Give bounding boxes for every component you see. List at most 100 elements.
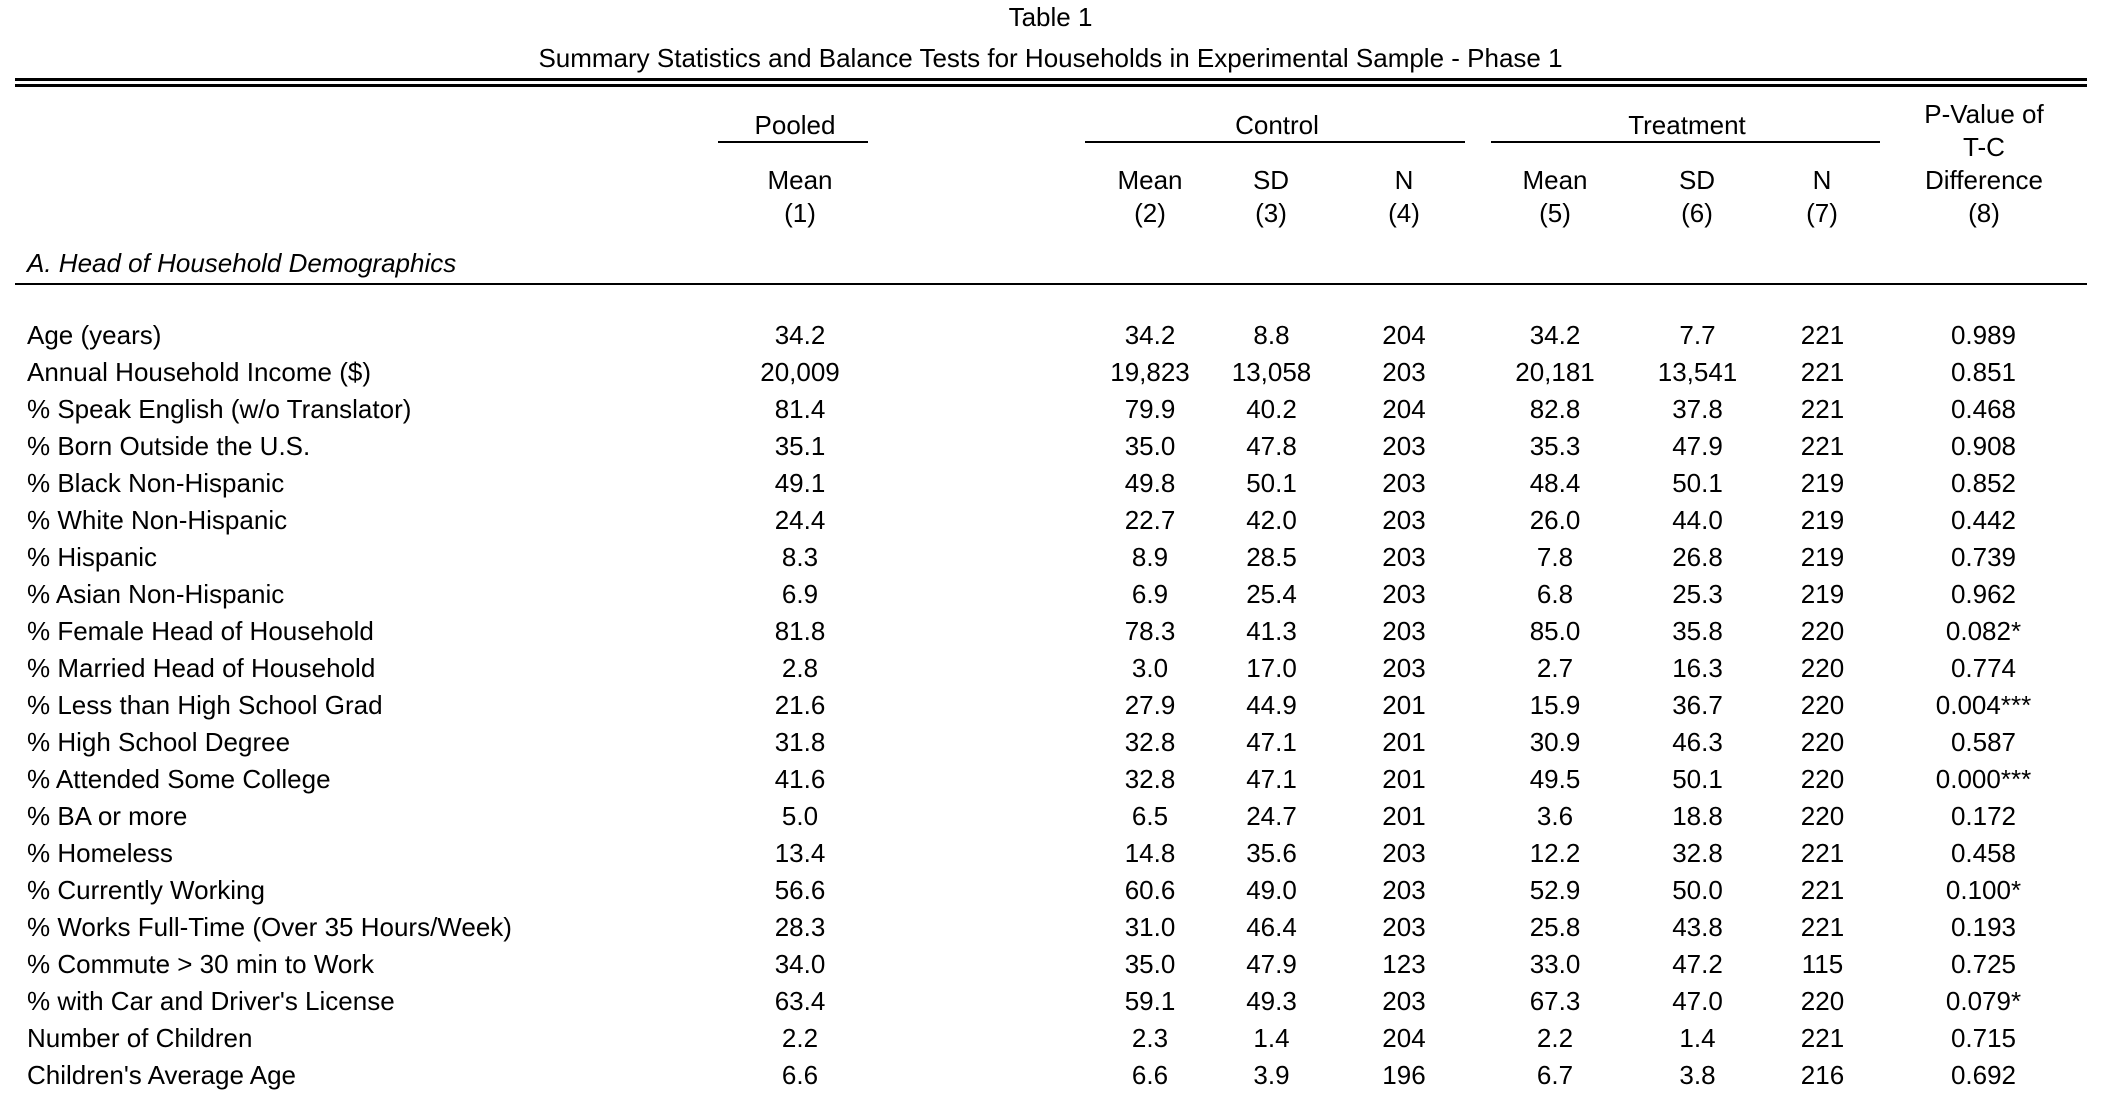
control-n-cell: 203: [1382, 541, 1426, 572]
control-n-cell: 203: [1382, 467, 1426, 498]
pooled-mean-cell: 24.4: [774, 504, 826, 535]
control-sd-cell: 17.0: [1246, 652, 1297, 683]
treatment-mean-cell: 2.7: [1536, 652, 1574, 683]
top-double-rule: [15, 78, 2087, 87]
treatment-sd-cell: 3.8: [1679, 1059, 1716, 1090]
pooled-mean-cell: 21.6: [774, 689, 826, 720]
control-n-cell: 203: [1382, 356, 1426, 387]
control-mean-cell: 6.9: [1131, 578, 1169, 609]
pvalue-cell: 0.739: [1950, 541, 2017, 572]
pvalue-cell: 0.774: [1950, 652, 2017, 683]
row-label: Age (years): [27, 319, 162, 350]
control-mean-cell: 27.9: [1124, 689, 1176, 720]
pooled-mean-cell: 35.1: [774, 430, 826, 461]
treatment-sd-cell: 36.7: [1672, 689, 1723, 720]
table-row: % Commute > 30 min to Work 34.0 35.0 47.…: [15, 945, 2087, 982]
treatment-sd-cell: 50.1: [1672, 467, 1723, 498]
pooled-mean-cell: 81.4: [774, 393, 826, 424]
pooled-mean-cell: 81.8: [774, 615, 826, 646]
row-label: % with Car and Driver's License: [27, 985, 395, 1016]
control-mean-cell: 79.9: [1124, 393, 1176, 424]
treatment-n-cell: 219: [1800, 467, 1845, 498]
control-n-cell: 203: [1382, 837, 1426, 868]
gap-cell: [900, 501, 1085, 538]
row-label: % Works Full-Time (Over 35 Hours/Week): [27, 911, 512, 942]
section-header: A. Head of Household Demographics: [27, 248, 457, 278]
control-n-cell: 201: [1382, 726, 1426, 757]
treatment-mean-cell: 33.0: [1529, 948, 1581, 979]
column-header-pooled-mean: Mean: [767, 165, 833, 195]
column-header-treatment-n: N: [1812, 165, 1832, 195]
treatment-n-cell: 220: [1800, 726, 1845, 757]
pvalue-cell: 0.082*: [1945, 615, 2022, 646]
treatment-n-cell: 219: [1800, 578, 1845, 609]
treatment-n-cell: 220: [1800, 800, 1845, 831]
table-row: % Married Head of Household 2.8 3.0 17.0…: [15, 649, 2087, 686]
control-mean-cell: 14.8: [1124, 837, 1176, 868]
row-label: Annual Household Income ($): [27, 356, 371, 387]
gap-cell: [900, 945, 1085, 982]
gap-cell: [900, 723, 1085, 760]
control-sd-cell: 44.9: [1246, 689, 1297, 720]
pvalue-cell: 0.852: [1950, 467, 2017, 498]
table-row: % Black Non-Hispanic 49.1 49.8 50.1 203 …: [15, 464, 2087, 501]
gap-cell: [900, 390, 1085, 427]
table-row: % Currently Working 56.6 60.6 49.0 203 5…: [15, 871, 2087, 908]
column-number-2: (2): [1134, 198, 1166, 228]
column-group-treatment: Treatment: [1628, 110, 1746, 140]
gap-cell: [900, 316, 1085, 353]
treatment-sd-cell: 7.7: [1679, 319, 1716, 350]
control-n-cell: 204: [1382, 1022, 1426, 1053]
gap-cell: [900, 464, 1085, 501]
pooled-mean-cell: 31.8: [774, 726, 826, 757]
treatment-n-cell: 216: [1800, 1059, 1845, 1090]
pooled-mean-cell: 49.1: [774, 467, 826, 498]
control-sd-cell: 24.7: [1246, 800, 1297, 831]
control-mean-cell: 60.6: [1124, 874, 1176, 905]
control-sd-cell: 41.3: [1246, 615, 1297, 646]
treatment-mean-cell: 7.8: [1536, 541, 1574, 572]
pvalue-cell: 0.908: [1950, 430, 2017, 461]
control-sd-cell: 28.5: [1246, 541, 1297, 572]
row-label: % Asian Non-Hispanic: [27, 578, 285, 609]
row-label: % Currently Working: [27, 874, 265, 905]
row-label: % White Non-Hispanic: [27, 504, 288, 535]
pooled-mean-cell: 34.0: [774, 948, 826, 979]
gap-cell: [900, 871, 1085, 908]
treatment-n-cell: 221: [1800, 1022, 1845, 1053]
treatment-sd-cell: 35.8: [1672, 615, 1723, 646]
control-n-cell: 201: [1382, 689, 1426, 720]
pvalue-cell: 0.193: [1950, 911, 2017, 942]
column-group-pooled: Pooled: [754, 110, 836, 140]
pvalue-cell: 0.442: [1950, 504, 2017, 535]
treatment-mean-cell: 2.2: [1536, 1022, 1574, 1053]
control-n-cell: 201: [1382, 800, 1426, 831]
control-mean-cell: 78.3: [1124, 615, 1176, 646]
control-mean-cell: 6.6: [1131, 1059, 1169, 1090]
gap-cell: [900, 982, 1085, 1019]
table-row: % Hispanic 8.3 8.9 28.5 203 7.8 26.8 219…: [15, 538, 2087, 575]
gap-cell: [900, 649, 1085, 686]
column-header-control-n: N: [1394, 165, 1414, 195]
treatment-sd-cell: 47.0: [1672, 985, 1723, 1016]
table-row: % Asian Non-Hispanic 6.9 6.9 25.4 203 6.…: [15, 575, 2087, 612]
row-label: % Female Head of Household: [27, 615, 374, 646]
control-n-cell: 203: [1382, 911, 1426, 942]
treatment-mean-cell: 25.8: [1529, 911, 1581, 942]
control-mean-cell: 2.3: [1131, 1022, 1169, 1053]
pooled-mean-cell: 8.3: [781, 541, 819, 572]
column-group-control: Control: [1235, 110, 1319, 140]
summary-statistics-table: Age (years) 34.2 34.2 8.8 204 34.2 7.7 2…: [15, 316, 2087, 1093]
treatment-mean-cell: 12.2: [1529, 837, 1581, 868]
control-n-cell: 203: [1382, 985, 1426, 1016]
table-row: % Works Full-Time (Over 35 Hours/Week) 2…: [15, 908, 2087, 945]
control-n-cell: 123: [1382, 948, 1426, 979]
table-row: % Less than High School Grad 21.6 27.9 4…: [15, 686, 2087, 723]
treatment-n-cell: 221: [1800, 393, 1845, 424]
gap-cell: [900, 908, 1085, 945]
pooled-mean-cell: 63.4: [774, 985, 826, 1016]
table-row: % Female Head of Household 81.8 78.3 41.…: [15, 612, 2087, 649]
table-body: Age (years) 34.2 34.2 8.8 204 34.2 7.7 2…: [15, 316, 2087, 1093]
column-header-treatment-mean: Mean: [1522, 165, 1588, 195]
